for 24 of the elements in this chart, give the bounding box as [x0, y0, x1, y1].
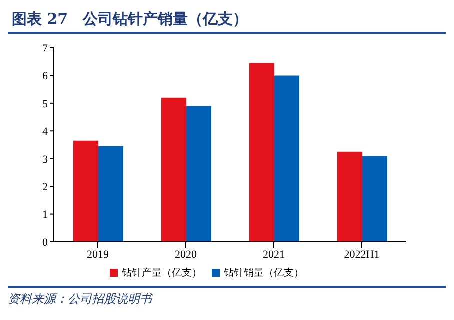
legend-label: 钻针产量（亿支）: [122, 268, 202, 279]
bar: [73, 140, 98, 242]
legend-label: 钻针销量（亿支）: [224, 268, 304, 279]
y-tick-label: 6: [42, 70, 48, 83]
bar: [161, 98, 186, 242]
bar: [249, 63, 274, 242]
text: 资料来源：公司招股说明书: [8, 291, 154, 308]
chart-title: 图表 27 公司钻针产销量（亿支）: [8, 8, 446, 34]
x-tick-label: 2021: [263, 248, 285, 261]
y-tick-label: 0: [42, 236, 48, 249]
y-tick-label: 7: [42, 42, 48, 55]
x-tick-label: 2020: [175, 248, 198, 261]
y-tick-label: 5: [42, 98, 48, 110]
x-tick-label: 2019: [87, 248, 110, 261]
bar: [362, 156, 388, 242]
bar: [98, 146, 124, 242]
y-tick-label: 4: [42, 126, 48, 138]
bar: [186, 106, 212, 242]
y-tick-label: 2: [42, 181, 48, 194]
bar: [337, 152, 362, 242]
y-tick-label: 3: [42, 154, 48, 166]
x-tick-label: 2022H1: [344, 248, 380, 261]
y-tick-label: 1: [42, 209, 48, 222]
bar: [274, 76, 300, 242]
